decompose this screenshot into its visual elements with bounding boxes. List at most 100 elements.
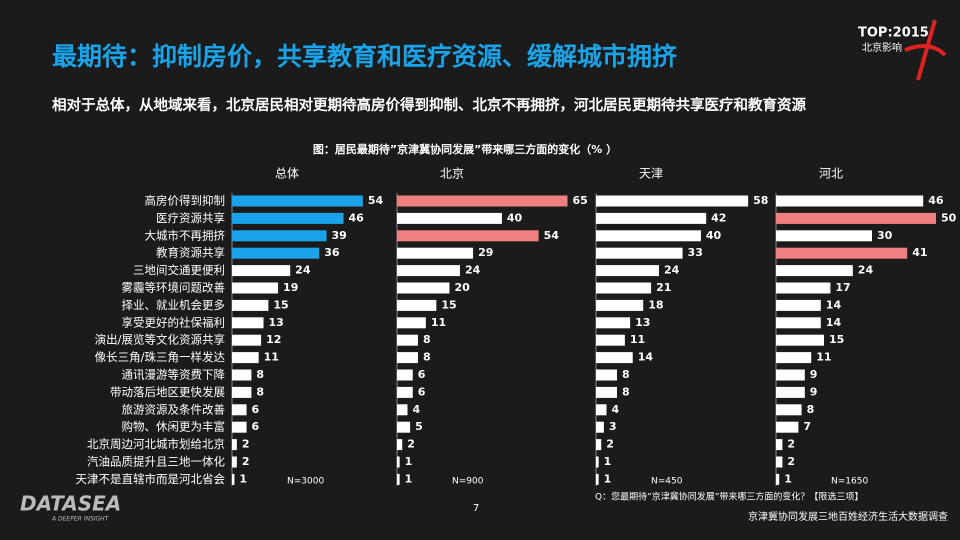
- bar: [596, 456, 599, 468]
- bar: [776, 369, 805, 381]
- value-label: 58: [753, 194, 768, 207]
- value-label: 9: [810, 368, 818, 381]
- value-label: 36: [324, 246, 340, 259]
- bar: [776, 230, 872, 242]
- value-label: 20: [454, 281, 470, 294]
- category-label: 像长三角/珠三角一样发达: [95, 350, 226, 364]
- value-label: 19: [283, 281, 298, 294]
- value-label: 42: [711, 211, 726, 224]
- bar: [596, 334, 625, 346]
- bar: [397, 230, 539, 242]
- bar: [232, 195, 363, 207]
- bar: [776, 334, 824, 346]
- value-label: 17: [835, 281, 850, 294]
- value-label: 13: [635, 316, 650, 329]
- bar: [596, 352, 633, 364]
- value-label: 50: [941, 211, 957, 224]
- category-label: 三地间交通更便利: [133, 263, 225, 277]
- category-label: 演出/展览等文化资源共享: [95, 333, 225, 347]
- value-label: 6: [418, 368, 426, 381]
- sample-note: N=1650: [831, 477, 868, 487]
- question: Q：您最期待”京津冀协同发展”带来哪三方面的变化？【限选三项】: [595, 491, 863, 503]
- bar: [776, 473, 780, 485]
- category-label: 通讯漫游等资费下降: [122, 368, 226, 382]
- bar: [776, 299, 821, 311]
- bar: [397, 369, 413, 381]
- bar: [397, 299, 437, 311]
- category-label: 旅游资源及条件改善: [122, 402, 226, 416]
- bar: [596, 299, 644, 311]
- value-label: 8: [256, 385, 264, 398]
- category-label: 教育资源共享: [156, 246, 225, 260]
- value-label: 41: [912, 246, 927, 259]
- value-label: 8: [256, 368, 264, 381]
- logo-tagline: A DEEPER INSIGHT: [51, 516, 110, 523]
- bar: [596, 439, 602, 451]
- value-label: 13: [269, 316, 284, 329]
- value-label: 40: [706, 229, 722, 242]
- sample-note: N=450: [651, 477, 683, 487]
- value-label: 1: [784, 472, 792, 485]
- bar: [596, 282, 652, 294]
- category-label: 雾霾等环境问题改善: [122, 281, 226, 295]
- value-label: 6: [418, 385, 426, 398]
- bar: [397, 456, 400, 468]
- bar: [776, 265, 853, 277]
- value-label: 24: [295, 264, 311, 277]
- bar: [776, 404, 802, 416]
- bar: [232, 386, 252, 398]
- bar: [232, 334, 262, 346]
- bar: [776, 247, 908, 259]
- bar: [397, 439, 403, 451]
- bar: [596, 369, 617, 381]
- bar: [776, 282, 831, 294]
- value-label: 15: [441, 298, 456, 311]
- bar: [596, 404, 607, 416]
- value-label: 14: [826, 316, 842, 329]
- bar: [232, 247, 320, 259]
- bar: [776, 421, 799, 433]
- value-label: 2: [606, 438, 614, 451]
- value-label: 8: [622, 385, 630, 398]
- value-label: 12: [266, 333, 281, 346]
- panel-title: 河北: [819, 167, 843, 181]
- bar: [776, 386, 805, 398]
- sample-note: N=900: [452, 477, 484, 487]
- value-label: 2: [407, 438, 415, 451]
- badge-top: TOP:2015: [858, 26, 929, 41]
- bar: [397, 404, 408, 416]
- value-label: 9: [810, 385, 818, 398]
- value-label: 6: [252, 420, 260, 433]
- panel-title: 总体: [275, 167, 299, 181]
- value-label: 15: [829, 333, 844, 346]
- value-label: 1: [405, 472, 413, 485]
- bar: [596, 386, 617, 398]
- bar: [232, 421, 247, 433]
- bar: [232, 299, 269, 311]
- bar: [232, 369, 252, 381]
- value-label: 65: [572, 194, 587, 207]
- bar: [232, 282, 279, 294]
- bar: [596, 230, 701, 242]
- bar: [397, 195, 568, 207]
- bar: [776, 456, 783, 468]
- value-label: 46: [349, 211, 365, 224]
- bar: [776, 212, 936, 224]
- value-label: 40: [507, 211, 523, 224]
- value-label: 46: [928, 194, 944, 207]
- value-label: 21: [656, 281, 671, 294]
- bar: [232, 212, 344, 224]
- category-label: 大城市不再拥挤: [145, 228, 226, 242]
- category-label: 高房价得到抑制: [145, 194, 226, 208]
- value-label: 8: [423, 351, 431, 364]
- bar: [232, 230, 327, 242]
- page-number: 7: [473, 503, 479, 514]
- bar: [397, 265, 460, 277]
- value-label: 14: [638, 351, 654, 364]
- bar: [397, 317, 426, 329]
- value-label: 33: [688, 246, 703, 259]
- badge-stroke: [904, 19, 947, 81]
- category-label: 北京周边河北城市划给北京: [87, 437, 225, 451]
- bar: [776, 439, 783, 451]
